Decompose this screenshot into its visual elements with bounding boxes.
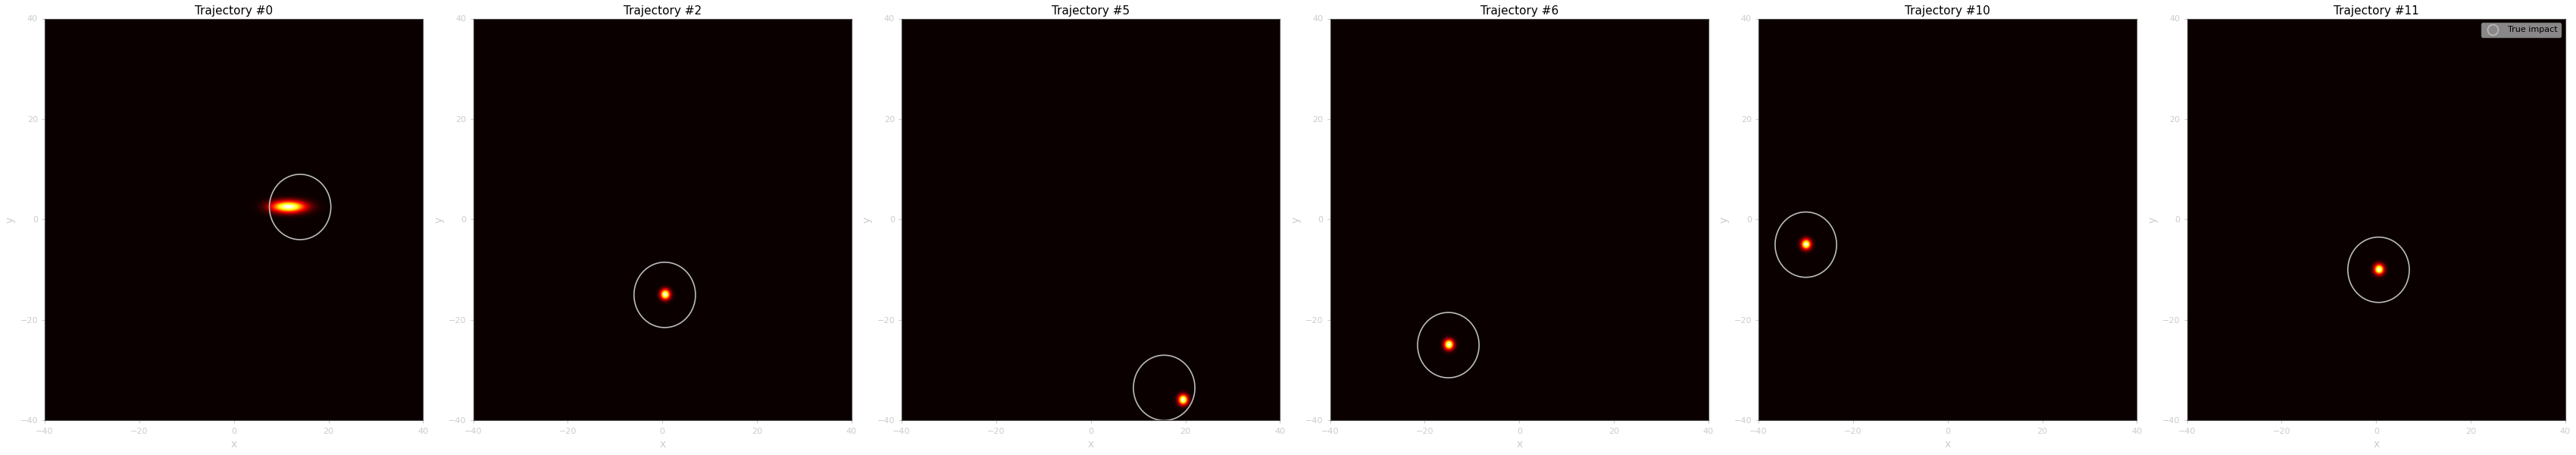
X-axis label: x: x xyxy=(232,439,237,450)
Title: Trajectory #2: Trajectory #2 xyxy=(623,5,701,17)
Y-axis label: y: y xyxy=(863,217,873,222)
X-axis label: x: x xyxy=(1945,439,1950,450)
X-axis label: x: x xyxy=(2372,439,2380,450)
Y-axis label: y: y xyxy=(433,217,443,222)
Title: Trajectory #11: Trajectory #11 xyxy=(2334,5,2419,17)
X-axis label: x: x xyxy=(659,439,665,450)
X-axis label: x: x xyxy=(1087,439,1095,450)
Title: Trajectory #10: Trajectory #10 xyxy=(1906,5,1991,17)
Y-axis label: y: y xyxy=(1718,217,1728,222)
Title: Trajectory #5: Trajectory #5 xyxy=(1051,5,1131,17)
Title: Trajectory #6: Trajectory #6 xyxy=(1481,5,1558,17)
Legend: True impact: True impact xyxy=(2481,23,2561,37)
Title: Trajectory #0: Trajectory #0 xyxy=(196,5,273,17)
Y-axis label: y: y xyxy=(2148,217,2159,222)
X-axis label: x: x xyxy=(1517,439,1522,450)
Y-axis label: y: y xyxy=(5,217,15,222)
Y-axis label: y: y xyxy=(1291,217,1301,222)
